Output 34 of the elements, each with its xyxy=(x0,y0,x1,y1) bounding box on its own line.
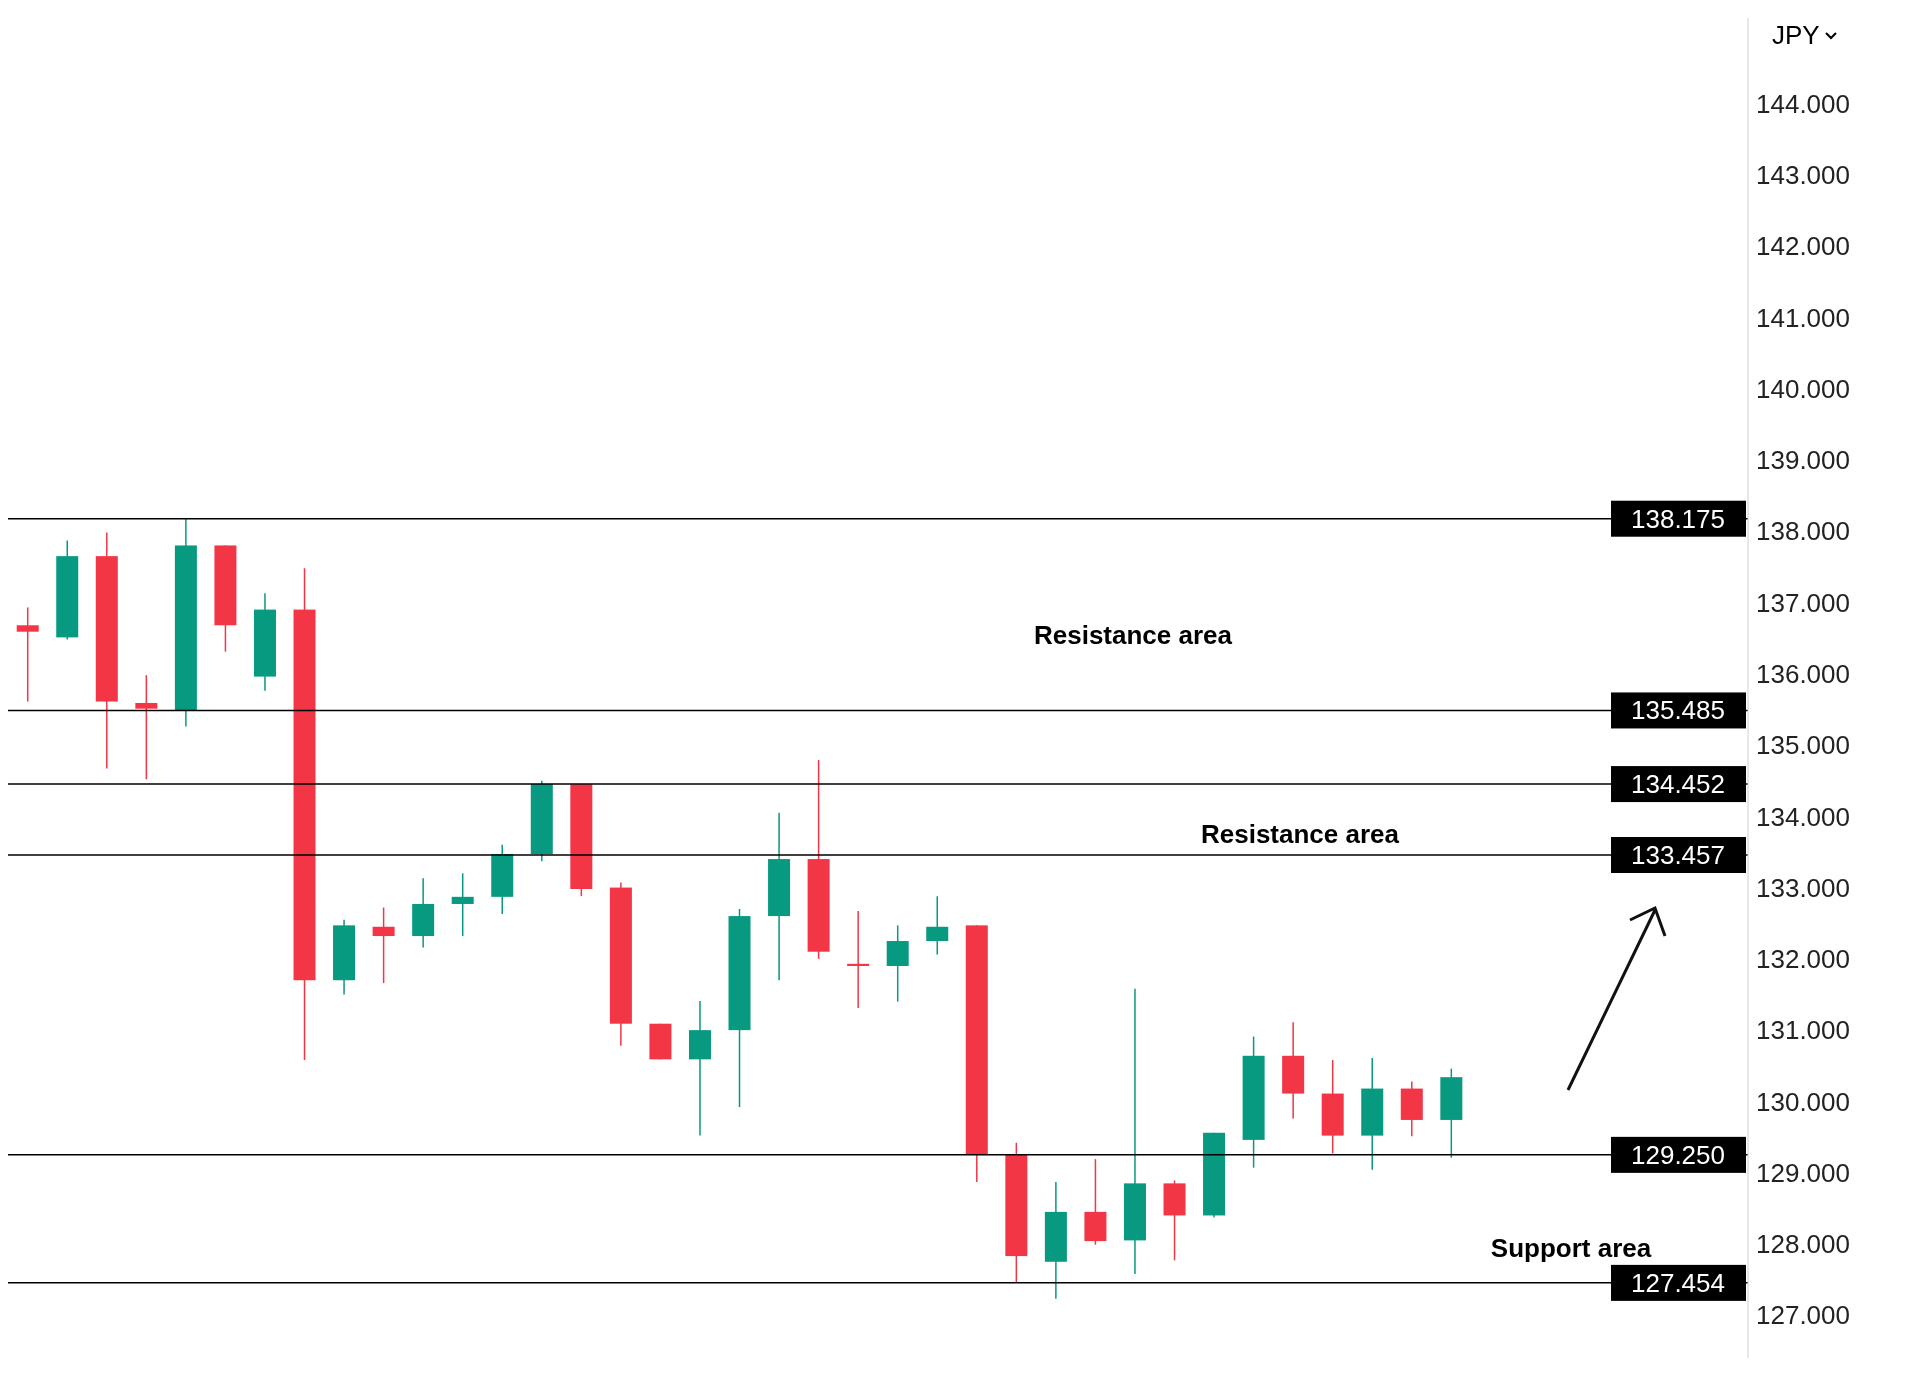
y-tick-label: 137.000 xyxy=(1756,587,1850,618)
y-tick-label: 139.000 xyxy=(1756,445,1850,476)
y-tick-label: 141.000 xyxy=(1756,302,1850,333)
ref-line-label: 138.175 xyxy=(1631,503,1725,534)
ref-line-label: 129.250 xyxy=(1631,1139,1725,1170)
y-tick-label: 140.000 xyxy=(1756,373,1850,404)
y-tick-label: 135.000 xyxy=(1756,730,1850,761)
candlestick xyxy=(16,606,39,703)
candlestick xyxy=(847,910,870,1009)
y-axis-title: JPY xyxy=(1772,20,1820,51)
y-tick-label: 130.000 xyxy=(1756,1086,1850,1117)
annotation: Resistance area xyxy=(1200,819,1400,849)
y-tick-label: 132.000 xyxy=(1756,944,1850,975)
candlestick xyxy=(926,895,949,956)
y-tick-label: 129.000 xyxy=(1756,1157,1850,1188)
ref-line-label: 134.452 xyxy=(1631,769,1725,800)
annotation: Support area xyxy=(1490,1233,1652,1263)
candlestick xyxy=(372,906,395,984)
y-tick-label: 133.000 xyxy=(1756,872,1850,903)
y-tick-label: 134.000 xyxy=(1756,801,1850,832)
y-tick-label: 142.000 xyxy=(1756,231,1850,262)
y-tick-label: 127.000 xyxy=(1756,1300,1850,1331)
ref-line-label: 127.454 xyxy=(1631,1267,1725,1298)
ref-line-label: 133.457 xyxy=(1631,840,1725,870)
candlestick xyxy=(135,674,158,780)
y-tick-label: 128.000 xyxy=(1756,1229,1850,1260)
candlestick xyxy=(451,872,474,937)
y-tick-label: 144.000 xyxy=(1756,88,1850,119)
y-tick-label: 138.000 xyxy=(1756,516,1850,547)
y-tick-label: 143.000 xyxy=(1756,160,1850,191)
ref-line-label: 135.485 xyxy=(1631,695,1725,726)
annotation: Resistance area xyxy=(1033,620,1233,650)
y-tick-label: 131.000 xyxy=(1756,1015,1850,1046)
y-tick-label: 136.000 xyxy=(1756,658,1850,689)
